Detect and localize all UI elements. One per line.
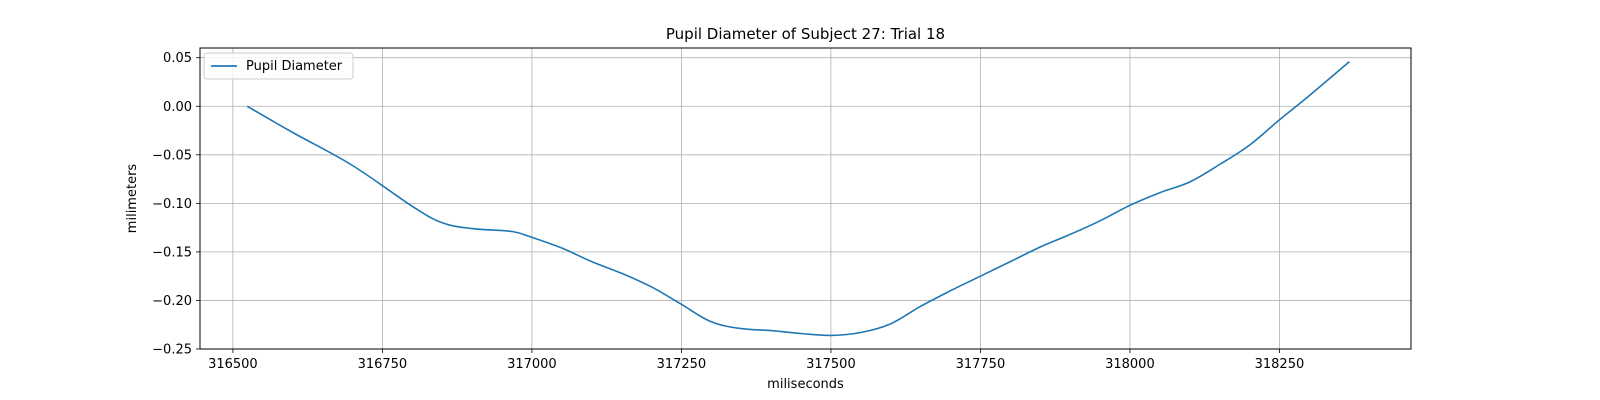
y-tick-label: −0.25 xyxy=(152,343,192,358)
x-tick-label: 317750 xyxy=(956,357,1006,372)
y-tick-label: −0.20 xyxy=(152,294,192,309)
x-tick-label: 317250 xyxy=(657,357,707,372)
y-tick-label: 0.05 xyxy=(163,51,192,66)
y-tick-label: 0.00 xyxy=(163,100,192,115)
y-tick-label: −0.15 xyxy=(152,245,192,260)
x-tick-label: 317000 xyxy=(507,357,557,372)
plot-frame xyxy=(199,47,1412,350)
series-layer xyxy=(246,60,1350,337)
x-tick-label: 318000 xyxy=(1105,357,1155,372)
legend-box xyxy=(203,52,354,80)
y-tick-label: −0.05 xyxy=(152,148,192,163)
series-line-pupil-diameter xyxy=(246,60,1350,337)
y-axis-title: milimeters xyxy=(125,164,140,234)
legend: Pupil Diameter xyxy=(203,52,354,80)
legend-label: Pupil Diameter xyxy=(246,59,343,74)
x-tick-label: 316500 xyxy=(208,357,258,372)
chart-title: Pupil Diameter of Subject 27: Trial 18 xyxy=(666,25,945,43)
x-tick-label: 316750 xyxy=(358,357,408,372)
x-axis-title: miliseconds xyxy=(767,377,844,392)
ticks: 316500 316750 317000 317250 317500 317750 3180… xyxy=(152,51,1304,372)
x-tick-label: 317500 xyxy=(806,357,856,372)
y-tick-label: −0.10 xyxy=(152,197,192,212)
x-tick-label: 318250 xyxy=(1255,357,1305,372)
